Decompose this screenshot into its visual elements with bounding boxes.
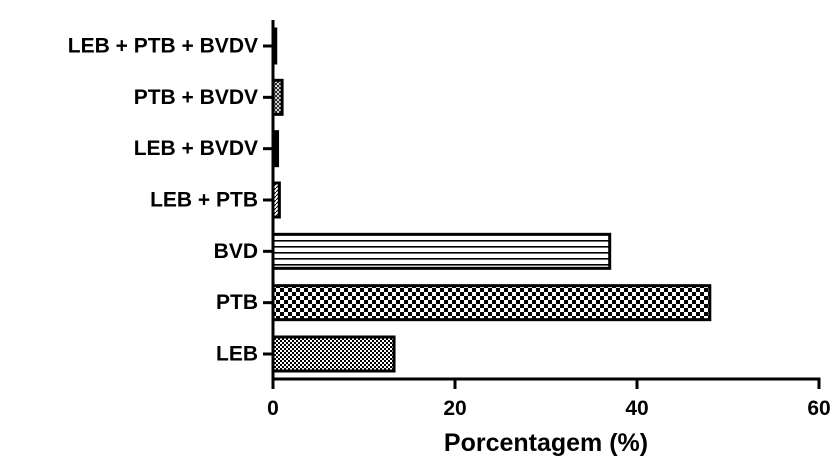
y-tick-label: LEB + PTB + BVDV bbox=[68, 35, 258, 58]
y-tick-label: PTB + BVDV bbox=[134, 86, 258, 109]
x-tick-label: 40 bbox=[625, 397, 648, 420]
y-tick-label: BVD bbox=[214, 240, 258, 263]
x-tick-label: 0 bbox=[267, 397, 279, 420]
x-axis-title: Porcentagem (%) bbox=[444, 429, 648, 457]
bar-leb bbox=[271, 335, 396, 373]
axes-group bbox=[271, 20, 821, 381]
bar-bvd bbox=[271, 232, 612, 270]
y-tick-label: LEB bbox=[216, 343, 258, 366]
ticks-group: LEB PTB BVD LEB + PTB LEB + BVDV PTB + BVDV LE… bbox=[68, 35, 831, 421]
y-tick-label: PTB bbox=[216, 291, 258, 314]
x-tick-label: 20 bbox=[443, 397, 466, 420]
bars-group bbox=[271, 27, 712, 373]
bar-ptb bbox=[271, 284, 712, 322]
y-tick-label: LEB + PTB bbox=[150, 189, 258, 212]
y-tick-label: LEB + BVDV bbox=[134, 137, 258, 160]
x-tick-label: 60 bbox=[807, 397, 830, 420]
